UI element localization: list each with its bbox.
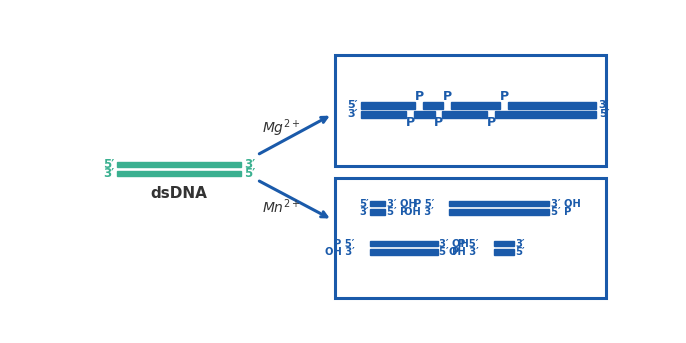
Text: 5′: 5′: [359, 199, 368, 209]
Bar: [508, 102, 595, 108]
Bar: [414, 111, 435, 118]
Bar: [335, 55, 606, 166]
Bar: [335, 178, 606, 298]
Bar: [370, 201, 386, 206]
Text: 5′: 5′: [516, 247, 525, 257]
Bar: [494, 249, 514, 255]
Text: OH 3′: OH 3′: [325, 247, 355, 257]
Text: P: P: [499, 90, 508, 103]
Text: 3′: 3′: [599, 100, 609, 110]
Text: dsDNA: dsDNA: [151, 186, 208, 201]
Text: P: P: [415, 90, 424, 103]
Text: P 5′: P 5′: [458, 239, 479, 249]
Bar: [449, 201, 549, 206]
Text: 3′: 3′: [359, 207, 368, 217]
Text: 3′: 3′: [103, 167, 115, 180]
Bar: [442, 111, 487, 118]
Text: $\mathit{Mg}^{2+}$: $\mathit{Mg}^{2+}$: [262, 117, 300, 139]
Text: P: P: [442, 90, 451, 103]
Text: 5′ P: 5′ P: [439, 247, 460, 257]
Text: 5′: 5′: [103, 158, 115, 171]
Bar: [370, 210, 386, 215]
Text: OH 3′: OH 3′: [404, 207, 434, 217]
Text: 3′ OH: 3′ OH: [387, 199, 417, 209]
Text: 3′ OH: 3′ OH: [439, 239, 469, 249]
Text: 3′: 3′: [244, 158, 255, 171]
Bar: [451, 102, 500, 108]
Bar: [370, 249, 438, 255]
Text: P 5′: P 5′: [414, 199, 434, 209]
Text: P 5′: P 5′: [334, 239, 355, 249]
Bar: [370, 241, 438, 246]
Bar: [494, 241, 514, 246]
Text: 5′ P: 5′ P: [387, 207, 407, 217]
Text: 5′ P: 5′ P: [551, 207, 571, 217]
Text: 3′ OH: 3′ OH: [551, 199, 581, 209]
Bar: [117, 162, 241, 167]
Bar: [449, 210, 549, 215]
Text: 5′: 5′: [347, 100, 357, 110]
Text: 5′: 5′: [244, 167, 255, 180]
Text: P: P: [434, 116, 443, 129]
Text: P: P: [405, 116, 414, 129]
Bar: [423, 102, 443, 108]
Text: OH 3′: OH 3′: [449, 247, 479, 257]
Bar: [361, 111, 406, 118]
Text: $\mathit{Mn}^{2+}$: $\mathit{Mn}^{2+}$: [262, 198, 300, 216]
Bar: [361, 102, 416, 108]
Text: 5′: 5′: [599, 109, 609, 119]
Text: 3′: 3′: [347, 109, 357, 119]
Bar: [117, 171, 241, 176]
Text: 3′: 3′: [516, 239, 525, 249]
Text: P: P: [486, 116, 495, 129]
Bar: [495, 111, 595, 118]
